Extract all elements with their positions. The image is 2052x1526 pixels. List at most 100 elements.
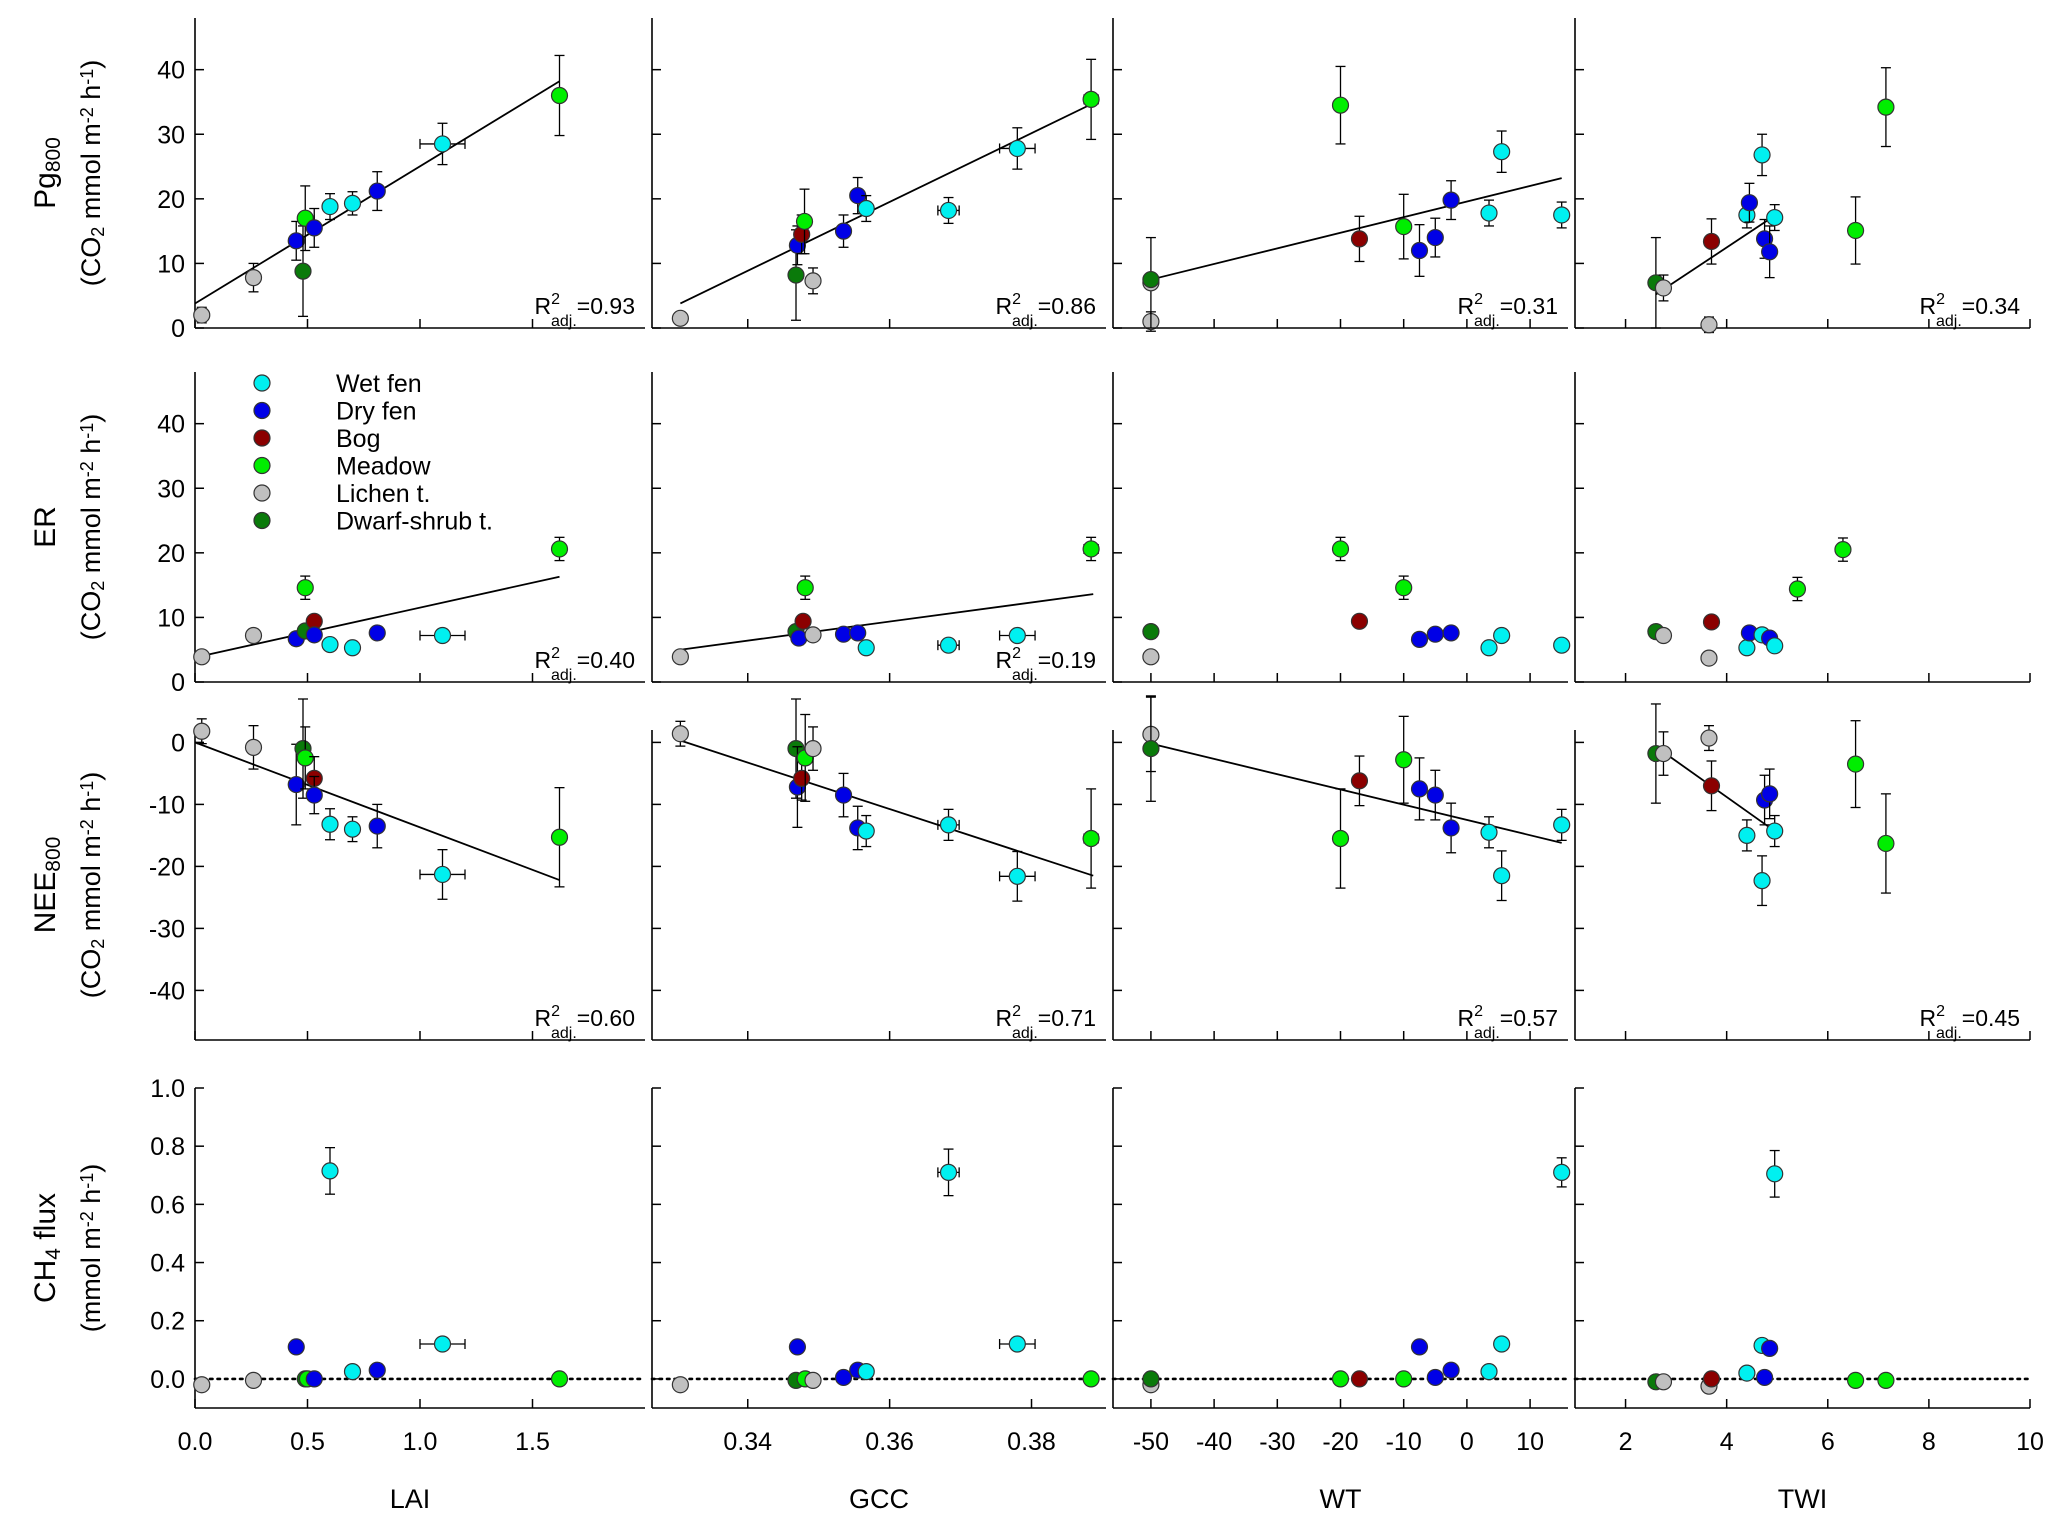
r2-annotation: R2 adj.=0.60 [534, 1003, 635, 1042]
data-point-dry-fen [1410, 630, 1429, 648]
r2-annotation: R2 adj.=0.34 [1919, 291, 2020, 330]
data-point-meadow [1331, 829, 1350, 848]
panel-pg-lai [194, 18, 645, 329]
r2-letter: R [1919, 1005, 1936, 1031]
data-point-bog [1350, 612, 1369, 630]
data-point-wet-fen [1753, 146, 1771, 164]
label-part: -1 [77, 423, 97, 439]
data-point-wet-fen [1766, 208, 1784, 227]
data-point-wet-fen [1480, 1363, 1498, 1381]
label-part: ) [76, 1164, 106, 1173]
r2-number: 0.31 [1513, 293, 1558, 319]
data-point-lichen-t [244, 1371, 263, 1389]
data-point-wet-fen [857, 822, 875, 840]
legend-label: Lichen t. [336, 480, 431, 508]
data-point-dry-fen [1410, 241, 1429, 260]
data-point-meadow [1877, 834, 1895, 853]
data-point-meadow [1395, 751, 1413, 769]
data-point-wet-fen [343, 194, 362, 212]
r2-value: = [1038, 647, 1051, 673]
data-point-wet-fen [343, 820, 362, 838]
data-point-dry-fen [1761, 785, 1779, 803]
r2-annotation: R2 adj.=0.57 [1457, 1003, 1558, 1042]
r2-sub: adj. [1474, 313, 1500, 330]
data-point-wet-fen [321, 815, 339, 833]
panel-nee-lai [194, 730, 645, 1041]
data-point-lichen-t [193, 306, 211, 324]
label-part: -2 [77, 1211, 97, 1227]
data-point-wet-fen [939, 816, 958, 834]
panel-er-lai [194, 372, 645, 683]
data-point-dry-fen [1761, 243, 1779, 261]
x-tick-label: 1.5 [515, 1428, 550, 1456]
panel-nee-wt [1112, 730, 1568, 1041]
data-point-dry-fen [368, 1361, 386, 1379]
data-point-dry-fen [788, 1338, 807, 1356]
data-point-dry-fen [287, 775, 305, 794]
label-part: 4 [42, 1248, 65, 1260]
data-point-dry-fen [1426, 228, 1444, 247]
label-part: Pg [29, 172, 62, 209]
panel-marks-nee-gcc: R2 adj.=0.71 [671, 698, 1100, 1042]
label-part: CH [29, 1260, 62, 1303]
data-point-wet-fen [1008, 1335, 1026, 1353]
y-tick-label: 40 [157, 57, 185, 85]
r2-letter: R [534, 647, 551, 673]
x-tick-label: -10 [1386, 1428, 1422, 1456]
data-point-dry-fen [834, 1368, 853, 1387]
data-point-wet-fen [433, 626, 452, 645]
legend-label: Meadow [336, 453, 431, 481]
panel-marks-pg-twi: R2 adj.=0.34 [1647, 67, 2020, 334]
data-point-bog [1702, 613, 1721, 631]
y-tick-label: 40 [157, 411, 185, 439]
data-point-dry-fen [287, 232, 305, 250]
data-point-wet-fen [1753, 872, 1771, 890]
data-point-meadow [1846, 1371, 1865, 1389]
panel-marks-pg-gcc: R2 adj.=0.86 [671, 58, 1100, 330]
data-point-lichen-t [1700, 729, 1718, 747]
x-tick-label: 0.0 [178, 1428, 213, 1456]
r2-annotation: R2 adj.=0.45 [1919, 1003, 2020, 1042]
panel-marks-ch4-wt [1111, 1157, 1571, 1394]
y-tick-label: 30 [157, 121, 185, 149]
data-point-bog [793, 769, 811, 787]
data-point-wet-fen [939, 1163, 958, 1181]
data-point-lichen-t [671, 725, 689, 743]
y-tick-label: -10 [149, 791, 185, 819]
data-point-wet-fen [1553, 1163, 1571, 1181]
r2-number: 0.19 [1051, 647, 1096, 673]
data-point-lichen-t [193, 1376, 211, 1394]
x-tick-label: 0.36 [865, 1428, 914, 1456]
r2-letter: R [995, 647, 1012, 673]
data-point-dry-fen [1410, 780, 1429, 798]
data-point-dry-fen [305, 786, 323, 804]
legend-marker [253, 484, 271, 502]
label-part: -2 [77, 819, 97, 835]
legend-label: Wet fen [336, 370, 422, 398]
r2-sup: 2 [1012, 291, 1021, 308]
data-point-meadow [1331, 540, 1350, 558]
label-part: flux [29, 1193, 62, 1248]
panel-marks-er-twi [1647, 537, 1852, 667]
r2-sup: 2 [551, 645, 560, 662]
data-point-lichen-t [1654, 626, 1673, 645]
data-point-meadow [1082, 829, 1100, 848]
r2-sup: 2 [551, 291, 560, 308]
data-point-meadow [1846, 755, 1865, 773]
data-point-lichen-t [244, 269, 263, 287]
r2-sup: 2 [551, 1003, 560, 1020]
r2-letter: R [534, 293, 551, 319]
data-point-wet-fen [1008, 867, 1026, 885]
y-axis-label-nee: NEE800 [29, 837, 65, 934]
x-tick-label: 0.5 [290, 1428, 325, 1456]
data-point-meadow [550, 86, 569, 105]
data-point-dry-fen [368, 817, 386, 835]
data-point-wet-fen [1553, 636, 1571, 654]
r2-number: 0.71 [1051, 1005, 1096, 1031]
data-point-dry-fen [287, 1338, 305, 1356]
panel-nee-twi [1574, 730, 2031, 1041]
r2-annotation: R2 adj.=0.31 [1457, 291, 1558, 330]
y-tick-label: 1.0 [150, 1075, 185, 1103]
